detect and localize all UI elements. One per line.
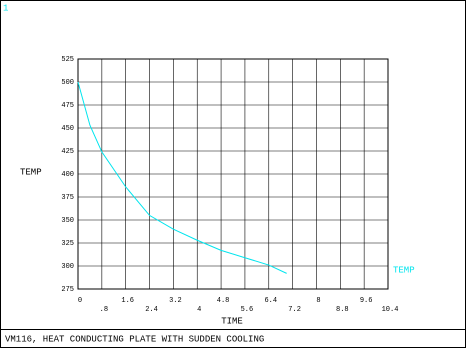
x-tick-label: 8: [316, 297, 320, 305]
y-tick-label: 400: [61, 171, 74, 179]
y-tick-label: 425: [61, 148, 74, 156]
x-tick-label: 4.8: [217, 297, 230, 305]
x-tick-label: 3.2: [169, 297, 182, 305]
legend-entry: TEMP: [393, 265, 415, 275]
x-tick-label: 9.6: [360, 297, 373, 305]
y-tick-label: 375: [61, 194, 74, 202]
y-tick-label: 325: [61, 240, 74, 248]
y-axis-label: TEMP: [20, 167, 42, 177]
x-tick-label: 1.6: [121, 297, 134, 305]
y-tick-label: 275: [61, 286, 74, 294]
chart-title: VM116, HEAT CONDUCTING PLATE WITH SUDDEN…: [5, 334, 264, 344]
y-tick-label: 525: [61, 56, 74, 64]
series-line: [77, 81, 287, 274]
y-tick-label: 350: [61, 217, 74, 225]
x-tick-label: 8.8: [336, 306, 349, 314]
x-tick-label: 10.4: [382, 306, 399, 314]
x-tick-label: 4: [197, 306, 201, 314]
x-tick-label: 6.4: [264, 297, 277, 305]
y-tick-label: 500: [61, 79, 74, 87]
y-tick-label: 475: [61, 102, 74, 110]
x-tick-label: 2.4: [145, 306, 158, 314]
x-tick-label: 7.2: [288, 306, 301, 314]
y-tick-label: 300: [61, 263, 74, 271]
x-tick-label: 0: [78, 297, 82, 305]
x-tick-label: .8: [100, 306, 108, 314]
x-axis-label: TIME: [221, 316, 243, 326]
plot-number: 1: [3, 3, 8, 13]
x-tick-label: 5.6: [241, 306, 254, 314]
y-tick-label: 450: [61, 125, 74, 133]
